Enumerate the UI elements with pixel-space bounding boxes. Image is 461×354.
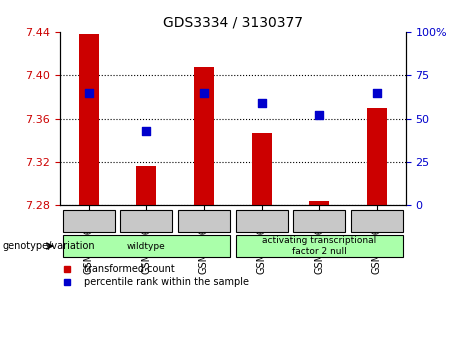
Text: activating transcriptional
factor 2 null: activating transcriptional factor 2 null: [262, 236, 376, 256]
FancyBboxPatch shape: [236, 235, 403, 257]
Bar: [252, 133, 272, 205]
FancyBboxPatch shape: [63, 210, 115, 233]
Bar: [367, 108, 387, 205]
Text: wildtype: wildtype: [127, 241, 166, 251]
Point: [373, 90, 381, 96]
FancyBboxPatch shape: [120, 210, 172, 233]
Bar: [79, 34, 99, 205]
FancyBboxPatch shape: [236, 210, 288, 233]
Text: transformed count: transformed count: [84, 264, 175, 274]
Point: [315, 112, 323, 118]
Point: [258, 100, 266, 106]
Bar: [194, 67, 214, 205]
Title: GDS3334 / 3130377: GDS3334 / 3130377: [163, 15, 303, 29]
Point: [200, 90, 207, 96]
Bar: [136, 166, 156, 205]
Point: [85, 90, 92, 96]
Point: [142, 128, 150, 133]
Text: genotype/variation: genotype/variation: [3, 241, 95, 251]
FancyBboxPatch shape: [293, 210, 345, 233]
FancyBboxPatch shape: [351, 210, 403, 233]
FancyBboxPatch shape: [178, 210, 230, 233]
FancyBboxPatch shape: [63, 235, 230, 257]
Text: percentile rank within the sample: percentile rank within the sample: [84, 277, 249, 287]
Bar: [309, 201, 329, 205]
